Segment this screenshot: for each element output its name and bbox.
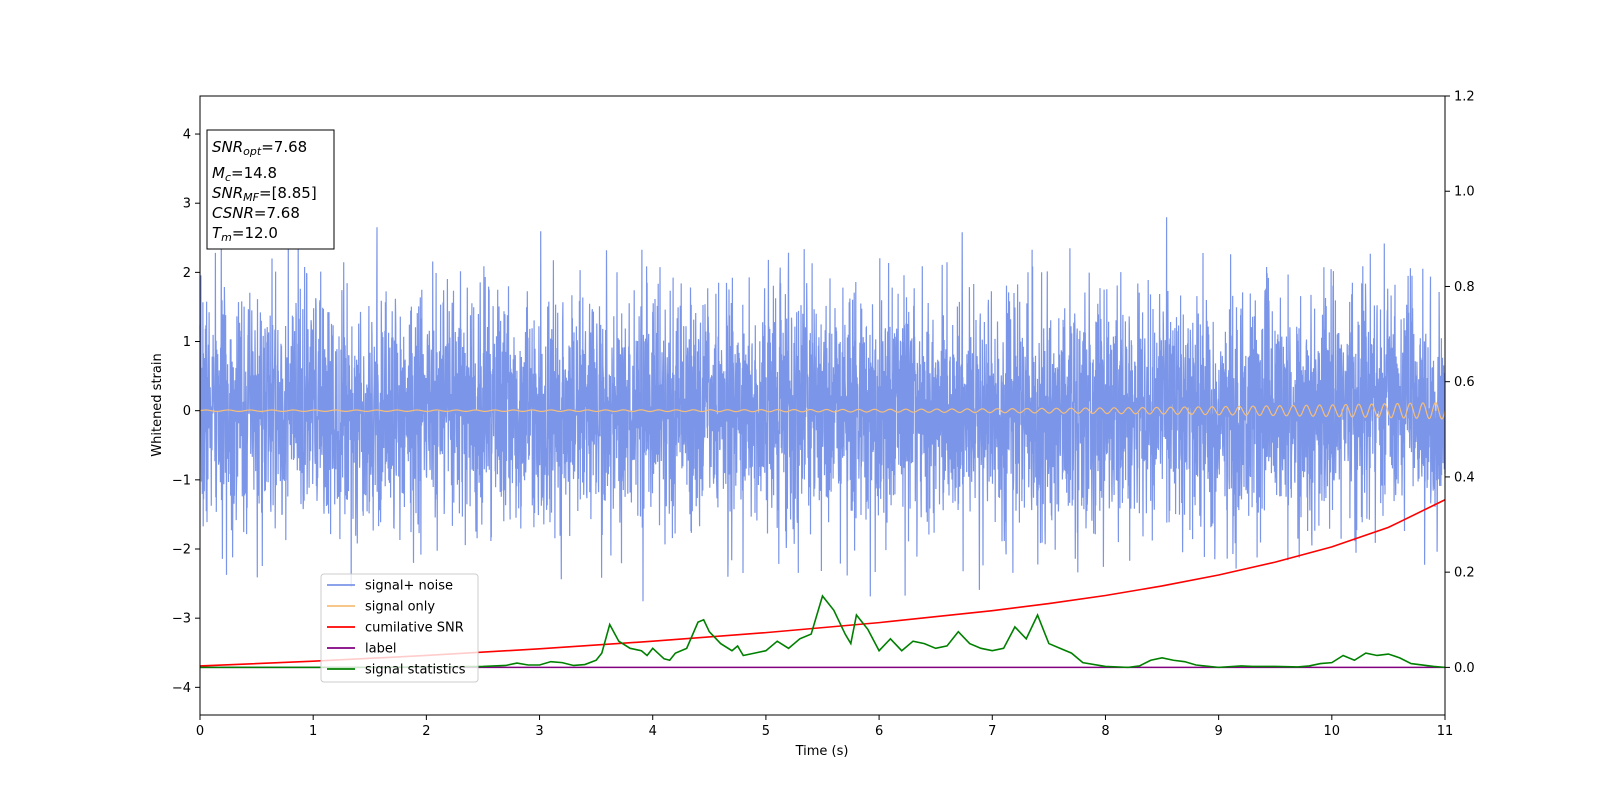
y2-tick-label: 1.0 [1454,185,1475,200]
y-tick-label: 2 [183,266,191,281]
annotation-snr-opt: SNRopt=7.68 [212,138,307,158]
x-axis-label: Time (s) [795,744,849,759]
annotation-box: SNRopt=7.68 Mc=14.8 SNRMF=[8.85] CSNR=7.… [206,129,335,250]
y2-tick-label: 0.2 [1454,566,1475,581]
annotation-mc: Mc=14.8 [212,164,277,184]
x-tick-label: 3 [535,724,543,739]
x-tick-label: 0 [196,724,204,739]
x-tick-label: 4 [649,724,657,739]
y2-tick-label: 0.6 [1454,375,1475,390]
x-tick-label: 6 [875,724,883,739]
legend-label-signal-statistics: signal statistics [365,663,466,678]
legend-label-cumilative-snr: cumilative SNR [365,621,464,636]
annotation-snr-mf: SNRMF=[8.85] [212,184,317,204]
x-tick-label: 9 [1214,724,1222,739]
y2-axis-ticks: 0.0 0.2 0.4 0.6 0.8 1.0 1.2 [1445,90,1475,676]
x-tick-label: 1 [309,724,317,739]
legend-label-signal-noise: signal+ noise [365,579,453,594]
legend-label-label: label [365,642,396,657]
x-tick-label: 2 [422,724,430,739]
legend-label-signal-only: signal only [365,600,435,615]
y2-tick-label: 0.0 [1454,661,1475,676]
y-axis-ticks: 4 3 2 1 0 −1 −2 −3 −4 [172,128,200,696]
y-tick-label: −2 [172,543,191,558]
x-tick-label: 10 [1324,724,1341,739]
x-tick-label: 5 [762,724,770,739]
annotation-csnr: CSNR=7.68 [212,204,300,222]
series-signal-noise-line [199,217,1446,602]
series-signal-only-line [199,402,1446,420]
y2-tick-label: 0.8 [1454,280,1475,295]
y-axis-label: Whitened strain [150,353,165,456]
y-tick-label: 1 [183,335,191,350]
plot-frame [199,95,1446,716]
series-cumilative-snr-line [199,499,1446,667]
annotation-tm: Tm=12.0 [212,224,278,244]
x-tick-label: 7 [988,724,996,739]
y-tick-label: 4 [183,128,191,143]
x-axis-ticks: 0 1 2 3 4 5 6 7 8 9 10 11 [196,715,1453,739]
y-tick-label: −4 [172,681,191,696]
y-tick-label: −1 [172,473,191,488]
series-signal-statistics-line [200,594,1446,669]
annotation-frame [206,129,335,250]
y-tick-label: −3 [172,612,191,627]
y2-tick-label: 0.4 [1454,470,1475,485]
y2-tick-label: 1.2 [1454,90,1475,105]
y-tick-label: 3 [183,197,191,212]
legend: signal+ noise signal only cumilative SNR la… [320,573,479,683]
legend-frame [320,573,479,683]
x-tick-label: 11 [1437,724,1454,739]
x-tick-label: 8 [1101,724,1109,739]
y-tick-label: 0 [183,404,191,419]
